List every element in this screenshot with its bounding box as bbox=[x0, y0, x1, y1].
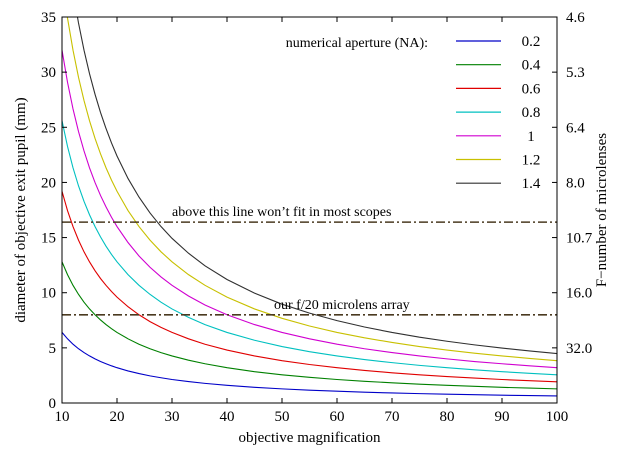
y-tick-label: 5 bbox=[49, 341, 57, 357]
series-line-na-0.6 bbox=[62, 191, 557, 383]
x-tick-label: 50 bbox=[275, 409, 290, 425]
reference-line-label-1: above this line won’t fit in most scopes bbox=[172, 205, 391, 220]
legend-label-na-1.4: 1.4 bbox=[522, 176, 541, 192]
y-tick-label: 10 bbox=[41, 286, 56, 302]
x-axis-label: objective magnification bbox=[238, 430, 381, 446]
right-tick-label: 10.7 bbox=[566, 231, 593, 247]
x-tick-label: 100 bbox=[546, 409, 569, 425]
right-tick-label: 4.6 bbox=[566, 10, 585, 26]
series-line-na-1.4 bbox=[76, 17, 557, 355]
x-tick-label: 20 bbox=[110, 409, 125, 425]
y-tick-label: 20 bbox=[41, 175, 56, 191]
x-tick-label: 70 bbox=[385, 409, 400, 425]
right-tick-label: 32.0 bbox=[566, 341, 592, 357]
series-layer bbox=[62, 17, 557, 397]
y-tick-label: 30 bbox=[41, 65, 56, 81]
series-line-na-0.4 bbox=[62, 261, 557, 390]
x-tick-label: 10 bbox=[55, 409, 70, 425]
x-tick-label: 60 bbox=[330, 409, 345, 425]
x-axis-ticks: 10 20 30 40 50 60 70 80 90 100 bbox=[55, 17, 569, 425]
legend-label-na-0.2: 0.2 bbox=[522, 34, 541, 50]
series-line-na-0.2 bbox=[62, 332, 557, 397]
legend-label-na-0.8: 0.8 bbox=[522, 105, 541, 121]
legend-label-na-1: 1 bbox=[527, 129, 535, 145]
series-line-na-1 bbox=[62, 49, 557, 369]
right-tick-label: 5.3 bbox=[566, 65, 585, 81]
y-tick-label: 15 bbox=[41, 231, 56, 247]
right-tick-label: 16.0 bbox=[566, 286, 592, 302]
y-axis-ticks: 0 5 10 15 20 25 30 35 bbox=[41, 10, 67, 412]
legend-title: numerical aperture (NA): bbox=[286, 36, 428, 51]
legend-label-na-0.6: 0.6 bbox=[522, 81, 541, 97]
series-line-na-1.2 bbox=[66, 17, 557, 362]
right-axis-label: F−number of microlenses bbox=[594, 133, 610, 287]
y-axis-label: diameter of objective exit pupil (mm) bbox=[13, 97, 29, 322]
reference-line-label-2: our f/20 microlens array bbox=[274, 298, 410, 313]
legend-label-na-0.4: 0.4 bbox=[522, 58, 541, 74]
x-tick-label: 80 bbox=[440, 409, 455, 425]
y-tick-label: 35 bbox=[41, 10, 56, 26]
legend-label-na-1.2: 1.2 bbox=[522, 153, 541, 169]
plot-frame bbox=[61, 16, 558, 404]
x-tick-label: 30 bbox=[165, 409, 180, 425]
right-tick-label: 6.4 bbox=[566, 120, 585, 136]
x-tick-label: 90 bbox=[495, 409, 510, 425]
plot-frame-rect bbox=[61, 16, 558, 404]
right-axis-ticks: 4.6 5.3 6.4 8.0 10.7 16.0 32.0 bbox=[552, 10, 593, 357]
reference-lines: above this line won’t fit in most scopes… bbox=[62, 205, 557, 316]
x-tick-label: 40 bbox=[220, 409, 235, 425]
right-tick-label: 8.0 bbox=[566, 175, 585, 191]
series-line-na-0.8 bbox=[62, 120, 557, 376]
legend: numerical aperture (NA): 0.2 0.4 0.6 0.8 1 1.… bbox=[286, 34, 541, 192]
y-tick-label: 25 bbox=[41, 120, 56, 136]
y-tick-label: 0 bbox=[49, 396, 57, 412]
